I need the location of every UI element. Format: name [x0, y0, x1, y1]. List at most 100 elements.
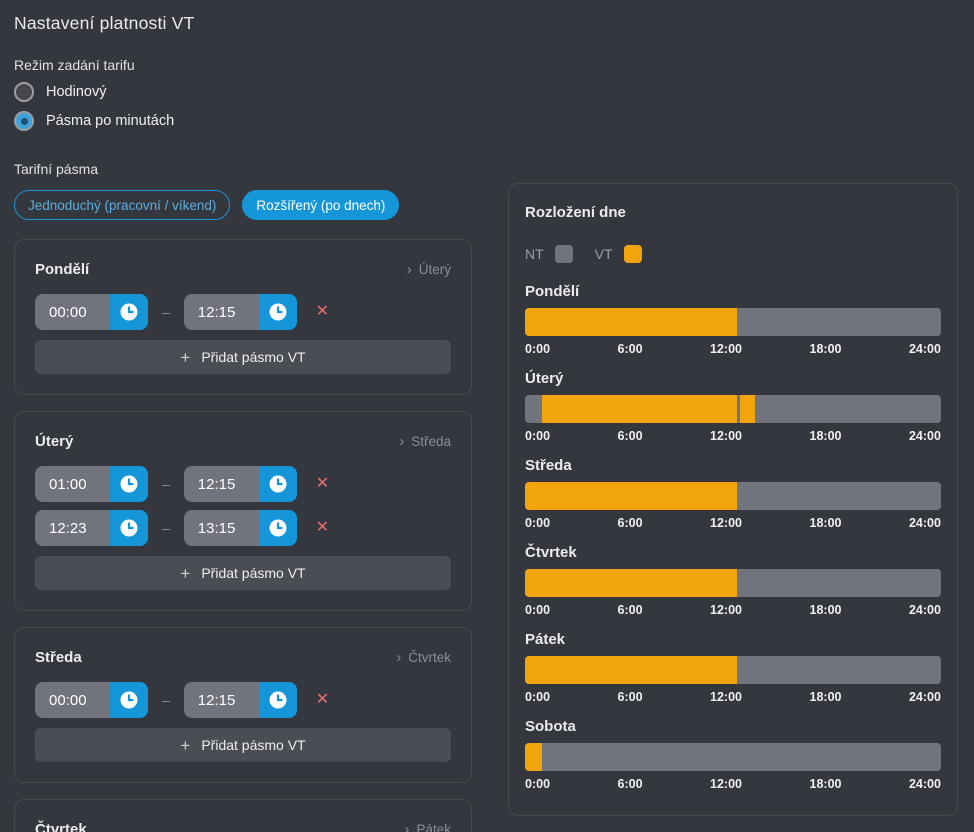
radio-option-hourly[interactable]: Hodinový: [14, 82, 472, 102]
time-picker-button[interactable]: [110, 682, 148, 718]
mode-section-label: Režim zadání tarifu: [14, 57, 135, 73]
axis-tick: 6:00: [617, 690, 643, 704]
time-to-input[interactable]: [183, 294, 259, 330]
settings-column: Nastavení platnosti VT Režim zadání tari…: [14, 0, 472, 832]
axis-tick: 18:00: [809, 429, 842, 443]
distribution-panel-title: Rozložení dne: [525, 204, 626, 221]
time-to-input[interactable]: [183, 510, 259, 546]
add-band-label: Přidat pásmo VT: [201, 737, 306, 753]
day-card: Čtvrtek›Pátek+Přidat pásmo VT: [14, 799, 472, 832]
axis-tick: 18:00: [809, 777, 842, 791]
vt-segment: [525, 482, 738, 510]
radio-option-label: Pásma po minutách: [46, 113, 175, 129]
chevron-right-icon: ›: [404, 821, 410, 832]
time-picker-button[interactable]: [110, 510, 148, 546]
legend-label-vt: VT: [594, 246, 613, 262]
time-axis: 0:00 6:00 12:00 18:00 24:00: [525, 603, 941, 617]
day-cards-list: Pondělí›Úterý–✕+Přidat pásmo VTÚterý›Stř…: [14, 239, 472, 832]
next-day-link[interactable]: › Čtvrtek: [396, 650, 451, 665]
tariff-mode-tabs: Jednoduchý (pracovní / víkend) Rozšířený…: [14, 190, 472, 220]
time-from-group: [35, 682, 148, 718]
clock-icon: [120, 303, 138, 321]
time-axis: 0:00 6:00 12:00 18:00 24:00: [525, 516, 941, 530]
time-axis: 0:00 6:00 12:00 18:00 24:00: [525, 342, 941, 356]
axis-tick: 18:00: [809, 603, 842, 617]
day-card-header: Úterý › Středa: [35, 433, 451, 450]
radio-option-minute-bands[interactable]: Pásma po minutách: [14, 111, 472, 131]
axis-tick: 24:00: [908, 342, 941, 356]
time-picker-button[interactable]: [110, 466, 148, 502]
day-distribution-bar: [525, 569, 941, 597]
distribution-day-label: Středa: [525, 457, 572, 474]
time-from-group: [35, 294, 148, 330]
delete-band-button[interactable]: ✕: [315, 519, 330, 536]
add-band-button[interactable]: + Přidat pásmo VT: [35, 728, 451, 762]
range-separator: –: [162, 520, 170, 536]
next-day-label: Pátek: [416, 822, 451, 832]
time-to-group: [183, 510, 297, 546]
time-to-group: [183, 466, 297, 502]
time-to-input[interactable]: [183, 682, 259, 718]
axis-tick: 6:00: [617, 342, 643, 356]
delete-band-button[interactable]: ✕: [315, 475, 330, 492]
tab-extended-per-day[interactable]: Rozšířený (po dnech): [242, 190, 400, 220]
time-band-row: –✕: [35, 510, 451, 546]
clock-icon: [120, 475, 138, 493]
clock-icon: [120, 691, 138, 709]
tariff-bands-label: Tarifní pásma: [14, 161, 99, 177]
day-card-title: Čtvrtek: [35, 821, 87, 832]
time-axis: 0:00 6:00 12:00 18:00 24:00: [525, 777, 941, 791]
time-picker-button[interactable]: [258, 682, 297, 718]
time-from-input[interactable]: [35, 466, 110, 502]
axis-tick: 6:00: [617, 777, 643, 791]
radio-unselected-icon[interactable]: [14, 82, 34, 102]
range-separator: –: [162, 304, 170, 320]
day-distribution-row: Úterý 0:00 6:00 12:00 18:00 24:00: [525, 370, 941, 443]
day-distribution-row: Čtvrtek 0:00 6:00 12:00 18:00 24:00: [525, 544, 941, 617]
plus-icon: +: [180, 563, 191, 583]
legend-label-nt: NT: [525, 246, 544, 262]
time-picker-button[interactable]: [110, 294, 148, 330]
time-bands: –✕–✕: [35, 466, 451, 546]
tab-simple-workday-weekend[interactable]: Jednoduchý (pracovní / víkend): [14, 190, 231, 220]
axis-tick: 12:00: [710, 777, 743, 791]
day-card-title: Středa: [35, 649, 82, 666]
vt-segment: [525, 743, 543, 771]
time-from-input[interactable]: [35, 510, 110, 546]
time-axis: 0:00 6:00 12:00 18:00 24:00: [525, 690, 941, 704]
time-to-group: [183, 294, 297, 330]
time-from-input[interactable]: [35, 294, 110, 330]
distribution-day-label: Čtvrtek: [525, 544, 577, 561]
time-from-group: [35, 466, 148, 502]
clock-icon: [269, 519, 287, 537]
time-from-input[interactable]: [35, 682, 110, 718]
next-day-link[interactable]: › Středa: [399, 434, 451, 449]
delete-band-button[interactable]: ✕: [315, 303, 330, 320]
axis-tick: 0:00: [525, 690, 551, 704]
axis-tick: 18:00: [809, 690, 842, 704]
add-band-button[interactable]: + Přidat pásmo VT: [35, 556, 451, 590]
next-day-link[interactable]: › Úterý: [407, 262, 451, 277]
time-picker-button[interactable]: [258, 294, 297, 330]
day-distribution-bar: [525, 395, 941, 423]
clock-icon: [269, 691, 287, 709]
day-card-title: Pondělí: [35, 261, 90, 278]
time-picker-button[interactable]: [258, 510, 297, 546]
day-distribution-row: Pátek 0:00 6:00 12:00 18:00 24:00: [525, 631, 941, 704]
day-distribution-bar: [525, 743, 941, 771]
plus-icon: +: [180, 735, 191, 755]
day-card-header: Čtvrtek › Pátek: [35, 821, 451, 832]
add-band-button[interactable]: + Přidat pásmo VT: [35, 340, 451, 374]
axis-tick: 0:00: [525, 516, 551, 530]
time-to-input[interactable]: [183, 466, 259, 502]
delete-band-button[interactable]: ✕: [315, 691, 330, 708]
axis-tick: 24:00: [908, 429, 941, 443]
day-card-header: Středa › Čtvrtek: [35, 649, 451, 666]
next-day-link[interactable]: › Pátek: [404, 822, 451, 832]
nt-swatch: [554, 245, 573, 263]
axis-tick: 6:00: [617, 516, 643, 530]
axis-tick: 0:00: [525, 429, 551, 443]
radio-selected-icon[interactable]: [14, 111, 34, 131]
next-day-label: Čtvrtek: [408, 650, 451, 665]
time-picker-button[interactable]: [258, 466, 297, 502]
